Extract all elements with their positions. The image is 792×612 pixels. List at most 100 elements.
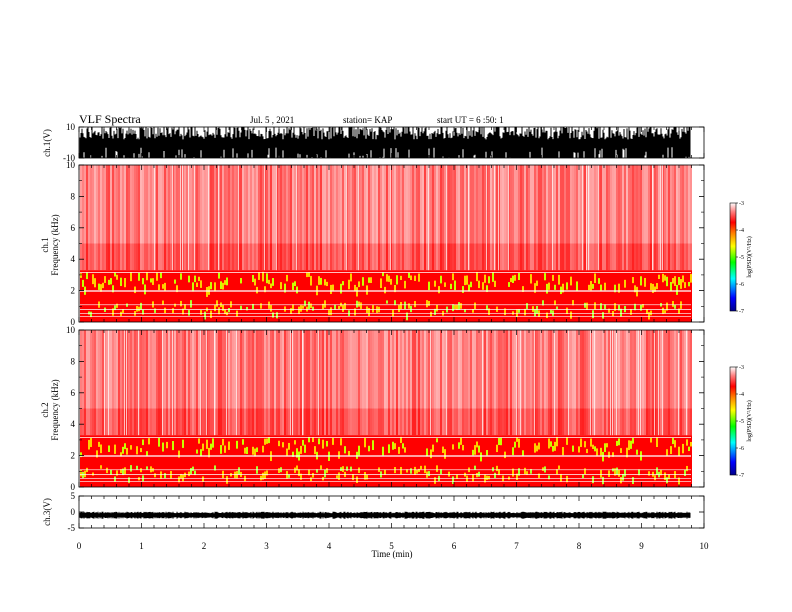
spec-cell xyxy=(490,165,492,244)
spec-cell xyxy=(114,272,116,277)
spec-cell xyxy=(590,281,592,291)
spec-cell xyxy=(274,330,276,409)
spec-cell xyxy=(250,165,252,244)
spec-cell xyxy=(150,435,152,487)
spec-cell xyxy=(384,469,386,475)
spec-cell xyxy=(180,300,182,307)
spec-cell xyxy=(332,408,334,436)
spec-cell xyxy=(328,435,330,487)
spec-cell xyxy=(584,408,586,436)
spec-cell xyxy=(456,243,458,271)
spec-cell xyxy=(244,330,246,409)
spec-cell xyxy=(642,270,644,322)
spec-cell xyxy=(180,165,181,271)
spec-cell xyxy=(222,304,224,311)
spec-cell xyxy=(398,408,400,436)
ch3-waveform-panel: 50-5 xyxy=(68,491,705,533)
spec-cell xyxy=(552,330,554,409)
spec-cell xyxy=(666,477,668,484)
spec-cell xyxy=(620,270,622,322)
spec-cell xyxy=(246,435,248,487)
spec-cell xyxy=(412,330,414,409)
time-axis-label: Time (min) xyxy=(372,549,413,559)
spec-cell xyxy=(264,438,266,445)
spec-cell xyxy=(580,243,582,271)
spec-cell xyxy=(348,165,350,244)
spec-cell xyxy=(482,330,483,436)
spec-cell xyxy=(636,165,638,244)
spec-cell xyxy=(316,330,318,409)
spec-cell xyxy=(576,165,578,244)
spec-cell xyxy=(634,243,636,271)
spec-cell xyxy=(538,243,540,271)
spec-cell xyxy=(534,435,536,487)
spec-cell xyxy=(144,165,146,244)
spec-cell xyxy=(472,435,474,487)
spec-cell xyxy=(222,330,224,409)
spec-cell xyxy=(456,304,458,311)
spec-cell xyxy=(250,243,252,271)
spec-cell xyxy=(586,448,588,454)
spec-cell xyxy=(222,270,224,322)
spec-cell xyxy=(676,165,678,244)
spec-cell xyxy=(416,408,418,436)
spec-cell xyxy=(256,286,258,294)
spec-cell xyxy=(372,408,374,436)
spec-cell xyxy=(358,330,360,409)
spec-cell xyxy=(560,165,562,244)
spec-cell xyxy=(528,330,530,409)
spec-cell xyxy=(374,165,376,244)
spec-cell xyxy=(232,165,234,244)
spec-cell xyxy=(656,408,658,436)
spec-cell xyxy=(286,408,288,436)
spec-cell xyxy=(658,330,659,436)
spec-cell xyxy=(478,330,480,409)
spec-cell xyxy=(486,435,488,487)
spec-cell xyxy=(510,165,512,244)
spec-cell xyxy=(578,408,580,436)
spec-cell xyxy=(148,330,150,409)
spec-cell xyxy=(162,442,164,452)
spec-cell xyxy=(518,309,520,313)
spec-cell xyxy=(226,243,228,271)
spec-cell xyxy=(306,408,308,436)
spec-cell xyxy=(470,281,472,288)
spec-cell xyxy=(198,165,200,244)
spec-cell xyxy=(80,452,82,458)
spec-cell xyxy=(300,445,302,454)
spec-cell xyxy=(198,435,200,487)
spec-cell xyxy=(144,243,146,271)
spec-cell xyxy=(170,165,172,244)
spec-cell xyxy=(458,442,460,449)
spec-cell xyxy=(186,408,188,436)
spec-cell xyxy=(338,330,340,409)
spec-cell xyxy=(160,272,162,279)
spec-cell xyxy=(296,270,298,322)
spec-cell xyxy=(674,276,676,286)
spec-cell xyxy=(618,270,620,322)
spec-cell xyxy=(544,270,546,322)
spec-cell xyxy=(208,330,210,409)
spec-cell xyxy=(510,330,512,409)
spec-cell xyxy=(598,330,600,409)
spec-cell xyxy=(96,270,98,322)
spec-cell xyxy=(586,270,588,322)
spec-cell xyxy=(518,468,520,476)
spec-cell xyxy=(120,277,122,287)
spec-cell xyxy=(470,435,472,487)
spec-cell xyxy=(128,435,130,487)
spec-cell xyxy=(656,330,658,409)
spec-cell xyxy=(348,270,350,322)
spec-cell xyxy=(146,330,148,409)
spec-cell xyxy=(398,305,400,313)
spec-cell xyxy=(480,408,482,436)
spec-cell xyxy=(428,270,430,322)
spec-cell xyxy=(104,330,105,436)
spec-cell xyxy=(332,437,334,445)
y-tick-label: 2 xyxy=(71,286,76,296)
spec-cell xyxy=(514,330,516,409)
spec-cell xyxy=(304,330,306,409)
spec-cell xyxy=(82,243,84,271)
spec-cell xyxy=(688,165,690,244)
spec-cell xyxy=(518,408,520,436)
